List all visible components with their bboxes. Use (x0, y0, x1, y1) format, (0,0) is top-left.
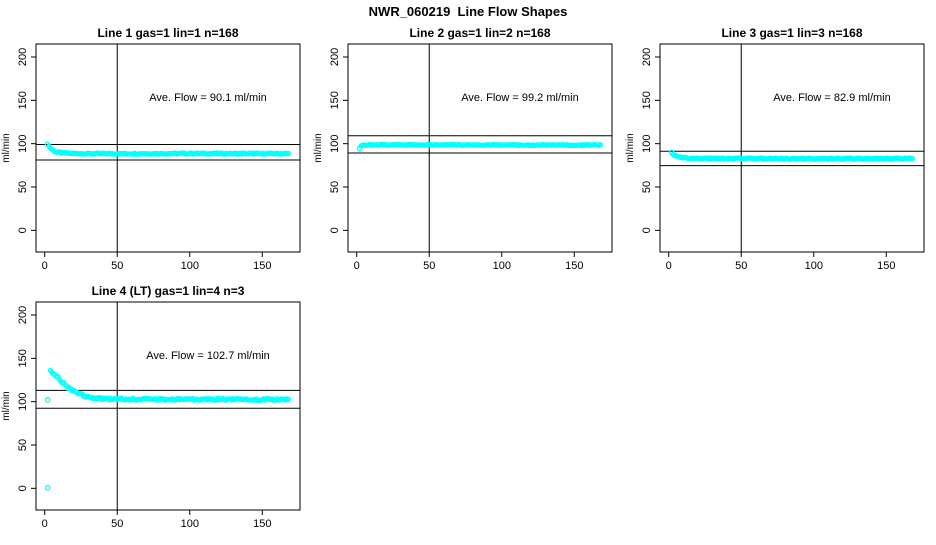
plot-frame (35, 43, 301, 253)
ave-flow-annotation: Ave. Flow = 90.1 ml/min (149, 92, 266, 104)
y-tick-label: 150 (17, 91, 29, 109)
data-points (356, 141, 604, 152)
outlier-point (44, 485, 51, 491)
plot-svg: 0 50 100 150 0 50 100 150 200 ml/min Line 2 gas=1 … (313, 26, 613, 272)
plot-frame (659, 43, 925, 253)
y-axis-label: ml/min (1, 391, 12, 420)
y-tick-label: 50 (329, 181, 341, 193)
ave-flow-annotation: Ave. Flow = 99.2 ml/min (461, 92, 578, 104)
x-tick-label: 0 (666, 260, 672, 272)
outlier-point (44, 141, 51, 148)
ave-flow-annotation: Ave. Flow = 102.7 ml/min (146, 350, 270, 362)
y-tick-label: 100 (329, 134, 341, 152)
y-tick-label: 50 (641, 181, 653, 193)
x-tick-label: 150 (253, 518, 271, 530)
x-tick-label: 100 (493, 260, 511, 272)
y-tick-label: 0 (17, 485, 29, 491)
subplot-line-1: 0 50 100 150 0 50 100 150 200 ml/min Line 1 gas=1 … (0, 24, 312, 282)
y-tick-label: 50 (17, 439, 29, 451)
plot-frame (347, 43, 613, 253)
plot-frame (35, 301, 301, 511)
subplot-line-3: 0 50 100 150 0 50 100 150 200 ml/min Line 3 gas=1 … (624, 24, 936, 282)
y-tick-label: 150 (641, 91, 653, 109)
y-axis-label: ml/min (625, 133, 636, 162)
data-points (44, 367, 292, 491)
y-tick-label: 0 (641, 227, 653, 233)
x-tick-label: 0 (354, 260, 360, 272)
data-point (285, 150, 292, 157)
plot-svg: 0 50 100 150 0 50 100 150 200 ml/min Line 3 gas=1 … (625, 26, 925, 272)
data-points (44, 141, 292, 157)
data-points (668, 149, 916, 162)
subplot-title: Line 4 (LT) gas=1 lin=4 n=3 (92, 284, 245, 298)
x-tick-label: 50 (423, 260, 435, 272)
subplot-title: Line 3 gas=1 lin=3 n=168 (721, 26, 862, 40)
y-axis-label: ml/min (313, 133, 324, 162)
y-tick-label: 200 (329, 48, 341, 66)
empty-cell (624, 282, 936, 540)
y-axis-label: ml/min (1, 133, 12, 162)
y-tick-label: 200 (17, 48, 29, 66)
y-tick-label: 150 (329, 91, 341, 109)
empty-cell (312, 282, 624, 540)
ave-flow-annotation: Ave. Flow = 82.9 ml/min (773, 92, 890, 104)
y-tick-label: 150 (17, 349, 29, 367)
outlier-point (668, 149, 675, 156)
x-tick-label: 50 (111, 260, 123, 272)
y-tick-label: 100 (641, 134, 653, 152)
subplot-title: Line 1 gas=1 lin=1 n=168 (97, 26, 238, 40)
x-tick-label: 50 (111, 518, 123, 530)
outlier-point (44, 397, 51, 403)
x-tick-label: 100 (805, 260, 823, 272)
y-tick-label: 100 (17, 134, 29, 152)
y-tick-label: 100 (17, 392, 29, 410)
data-point (597, 142, 604, 148)
y-tick-label: 200 (17, 306, 29, 324)
data-point (285, 396, 292, 403)
plot-svg: 0 50 100 150 0 50 100 150 200 ml/min Line 4 (LT) g… (1, 284, 301, 530)
page-title: NWR_060219 Line Flow Shapes (368, 4, 568, 19)
x-tick-label: 150 (253, 260, 271, 272)
y-tick-label: 0 (329, 227, 341, 233)
plot-svg: 0 50 100 150 0 50 100 150 200 ml/min Line 1 gas=1 … (1, 26, 301, 272)
y-tick-label: 0 (17, 227, 29, 233)
x-tick-label: 0 (42, 260, 48, 272)
subplot-line-2: 0 50 100 150 0 50 100 150 200 ml/min Line 2 gas=1 … (312, 24, 624, 282)
x-tick-label: 150 (565, 260, 583, 272)
x-tick-label: 100 (181, 260, 199, 272)
x-tick-label: 50 (735, 260, 747, 272)
subplot-title: Line 2 gas=1 lin=2 n=168 (409, 26, 550, 40)
x-tick-label: 150 (877, 260, 895, 272)
subplot-line-4: 0 50 100 150 0 50 100 150 200 ml/min Line 4 (LT) g… (0, 282, 312, 540)
y-tick-label: 200 (641, 48, 653, 66)
x-tick-label: 0 (42, 518, 48, 530)
outlier-point (356, 145, 363, 152)
data-point (909, 155, 916, 162)
x-tick-label: 100 (181, 518, 199, 530)
plot-grid: 0 50 100 150 0 50 100 150 200 ml/min Line 1 gas=1 … (0, 24, 936, 540)
y-tick-label: 50 (17, 181, 29, 193)
